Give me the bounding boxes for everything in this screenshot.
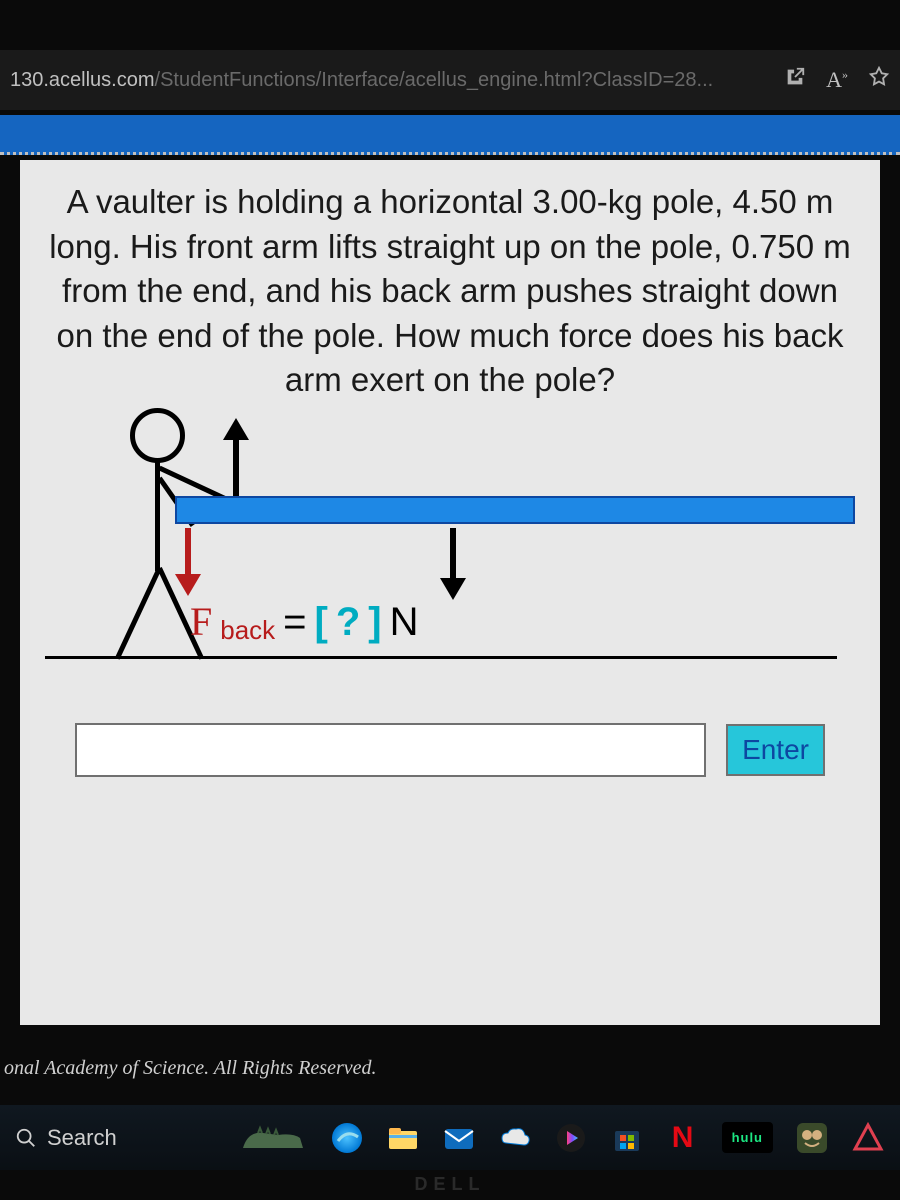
formula-symbol: F: [190, 598, 212, 645]
windows-taskbar: Search N hulu: [0, 1105, 900, 1170]
browser-address-bar: 130.acellus.com/StudentFunctions/Interfa…: [0, 50, 900, 110]
file-explorer-icon[interactable]: [386, 1121, 420, 1155]
url-host: 130.acellus.com: [10, 69, 155, 91]
media-player-icon[interactable]: [554, 1121, 588, 1155]
text-size-icon[interactable]: A»: [826, 67, 848, 93]
netflix-icon[interactable]: N: [666, 1121, 700, 1155]
edge-icon[interactable]: [330, 1121, 364, 1155]
taskbar-search[interactable]: Search: [15, 1125, 195, 1151]
answer-row: Enter: [45, 723, 855, 777]
question-text: A vaulter is holding a horizontal 3.00-k…: [45, 180, 855, 403]
dinosaur-icon[interactable]: [238, 1123, 308, 1153]
onedrive-icon[interactable]: [498, 1121, 532, 1155]
formula-placeholder: ?: [336, 600, 360, 645]
laptop-brand: DELL: [415, 1174, 486, 1195]
formula-subscript: back: [220, 615, 275, 646]
enter-button[interactable]: Enter: [726, 724, 825, 776]
answer-input[interactable]: [75, 723, 706, 777]
formula-equals: =: [283, 600, 306, 645]
taskbar-icons: N hulu: [238, 1121, 885, 1155]
hulu-icon[interactable]: hulu: [722, 1122, 773, 1153]
mail-icon[interactable]: [442, 1121, 476, 1155]
arrow-down-weight-icon: [440, 528, 466, 600]
microsoft-store-icon[interactable]: [610, 1121, 644, 1155]
formula-unit: N: [390, 600, 419, 645]
arrow-down-back-icon: [175, 528, 201, 596]
app-icon[interactable]: [795, 1121, 829, 1155]
search-label: Search: [47, 1125, 117, 1151]
favorite-icon[interactable]: [868, 66, 890, 94]
question-card: A vaulter is holding a horizontal 3.00-k…: [20, 160, 880, 1025]
formula-bracket-right: ]: [368, 600, 381, 645]
search-icon: [15, 1127, 37, 1149]
pole-bar: [175, 496, 855, 524]
url-text[interactable]: 130.acellus.com/StudentFunctions/Interfa…: [10, 69, 713, 92]
formula-bracket-left: [: [315, 600, 328, 645]
page-header-strip: [0, 115, 900, 155]
formula-display: Fback = [ ? ] N: [190, 598, 419, 645]
physics-diagram: Fback = [ ? ] N: [45, 398, 855, 718]
ground-line: [45, 656, 837, 659]
triangle-app-icon[interactable]: [851, 1121, 885, 1155]
copyright-text: onal Academy of Science. All Rights Rese…: [0, 1057, 376, 1080]
external-link-icon[interactable]: [784, 66, 806, 94]
url-path: /StudentFunctions/Interface/acellus_engi…: [155, 69, 714, 91]
